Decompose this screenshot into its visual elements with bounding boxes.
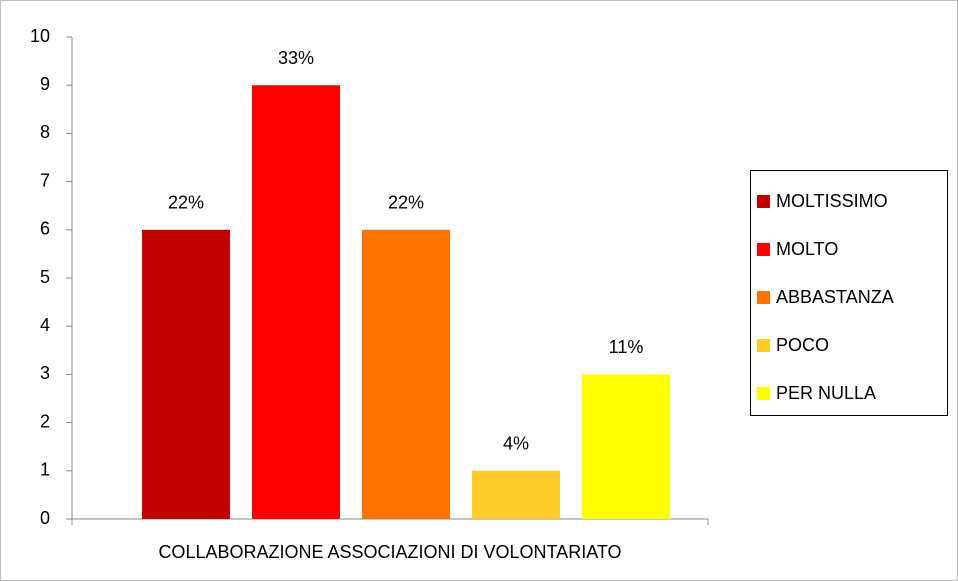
legend-label: PER NULLA <box>776 383 876 403</box>
y-tick-label: 4 <box>40 315 50 335</box>
y-tick-label: 5 <box>40 267 50 287</box>
bar <box>362 229 450 520</box>
y-tick-label: 3 <box>40 363 50 383</box>
y-tick-label: 2 <box>40 411 50 431</box>
legend-swatch <box>757 195 770 208</box>
legend-swatch <box>757 243 770 256</box>
legend-label: MOLTISSIMO <box>776 191 888 211</box>
legend-label: POCO <box>776 335 829 355</box>
y-tick-label: 8 <box>40 122 50 142</box>
bar <box>252 85 340 519</box>
legend-swatch <box>757 387 770 400</box>
legend-label: MOLTO <box>776 239 838 259</box>
data-label: 33% <box>278 48 314 68</box>
y-tick-label: 6 <box>40 219 50 239</box>
data-label: 22% <box>388 193 424 213</box>
legend-swatch <box>757 339 770 352</box>
bar <box>582 374 670 519</box>
y-tick-label: 0 <box>40 508 50 528</box>
legend-label: ABBASTANZA <box>776 287 894 307</box>
y-tick-label: 9 <box>40 74 50 94</box>
data-label: 11% <box>609 337 644 357</box>
bar <box>142 229 230 520</box>
data-label: 4% <box>503 434 529 454</box>
bar <box>472 470 560 519</box>
y-tick-label: 10 <box>30 26 50 46</box>
data-label: 22% <box>168 193 204 213</box>
y-tick-label: 7 <box>40 170 50 190</box>
legend-swatch <box>757 291 770 304</box>
y-tick-label: 1 <box>40 460 50 480</box>
legend-frame <box>750 170 948 416</box>
x-tick-label: COLLABORAZIONE ASSOCIAZIONI DI VOLONTARI… <box>158 542 621 562</box>
